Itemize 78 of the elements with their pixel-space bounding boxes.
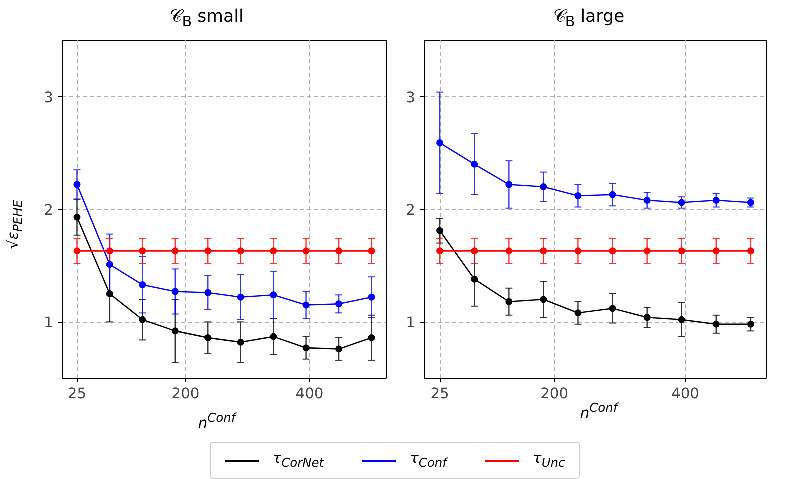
point (678, 316, 686, 324)
legend-label: τ$_{Unc}$ (532, 449, 566, 472)
x-axis-title: n$^{Conf}$ (198, 410, 236, 434)
point (204, 248, 212, 255)
point (574, 248, 582, 255)
point (106, 290, 114, 298)
y-tick-label: 1 (44, 314, 54, 332)
point (712, 320, 720, 328)
point (540, 248, 548, 255)
point (74, 248, 81, 255)
point (302, 248, 310, 255)
point (506, 298, 513, 306)
point (471, 160, 478, 168)
point (204, 289, 212, 296)
point (436, 140, 444, 147)
point (172, 248, 179, 255)
point (237, 338, 244, 346)
point (139, 281, 146, 288)
y-tick-label: 2 (44, 202, 54, 219)
point (270, 248, 278, 255)
x-tick-label: 25 (430, 386, 450, 402)
chart-title: 𝒞$_{B}$ small (170, 6, 244, 32)
x-tick-label: 400 (296, 386, 324, 402)
y-tick-label: 1 (406, 314, 416, 332)
point (609, 191, 616, 198)
x-axis-title: n$^{Conf}$ (580, 400, 618, 424)
point (609, 248, 616, 255)
point (172, 288, 179, 296)
point (644, 314, 651, 322)
point (436, 248, 444, 255)
legend-label: τ$_{Conf}$ (410, 449, 447, 472)
point (336, 346, 343, 353)
point (237, 248, 244, 255)
point (471, 276, 478, 283)
point (678, 248, 686, 255)
point (368, 248, 376, 255)
point (106, 248, 114, 255)
chart-title: 𝒞$_{B}$ large (553, 6, 625, 32)
x-tick-label: 400 (672, 386, 700, 402)
point (204, 334, 212, 342)
y-tick-label: 2 (406, 202, 416, 219)
x-tick-label: 25 (68, 386, 87, 402)
point (270, 333, 278, 340)
point (336, 300, 343, 308)
point (336, 248, 343, 255)
point (644, 196, 651, 204)
point (74, 214, 81, 221)
legend-label: τ$_{CorNet}$ (272, 449, 324, 472)
y-tick-label: 3 (44, 89, 54, 106)
point (506, 181, 513, 188)
y-tick-label: 3 (406, 89, 416, 106)
point (747, 320, 754, 328)
point (368, 334, 376, 342)
point (106, 261, 114, 268)
x-tick-label: 200 (172, 386, 200, 402)
point (540, 183, 548, 190)
point (237, 294, 244, 301)
point (172, 328, 179, 335)
point (368, 294, 376, 301)
point (436, 227, 444, 234)
point (302, 344, 310, 352)
point (644, 248, 651, 255)
point (139, 248, 146, 255)
point (574, 192, 582, 200)
point (506, 248, 513, 255)
point (712, 248, 720, 255)
x-tick-label: 200 (540, 386, 569, 402)
point (678, 199, 686, 206)
point (270, 292, 278, 299)
point (540, 296, 548, 304)
point (471, 248, 478, 255)
point (747, 248, 754, 255)
point (609, 305, 616, 312)
point (302, 302, 310, 309)
point (574, 310, 582, 317)
point (139, 316, 146, 324)
point (74, 181, 81, 188)
point (712, 196, 720, 204)
